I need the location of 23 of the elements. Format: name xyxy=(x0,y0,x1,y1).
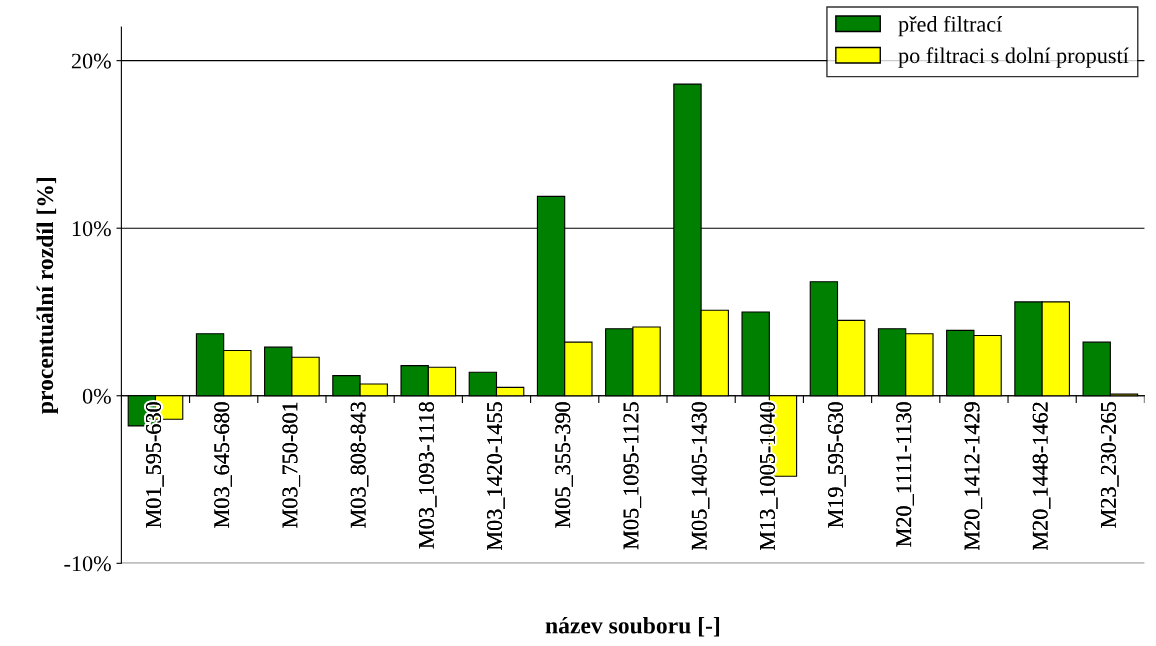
x-tick-label: M19_595-630 xyxy=(828,402,846,528)
x-tick-label: M01_595-630 xyxy=(146,402,164,528)
legend-label: před filtrací xyxy=(898,15,1003,37)
y-axis-title: procentuální rozdíl [%] xyxy=(36,178,58,414)
legend-label: po filtraci s dolní propustí xyxy=(898,47,1129,68)
x-tick-label: M13_1005-1040 xyxy=(759,402,778,551)
x-tick-label: M05_1095-1125 xyxy=(623,402,642,550)
x-axis-title: název souboru [-] xyxy=(545,616,720,637)
x-tick-label: M23_230-265 xyxy=(1100,402,1119,528)
x-tick-label: M20_1448-1462 xyxy=(1032,402,1051,551)
y-tick-label: 0% xyxy=(82,388,111,404)
x-tick-label: M03_1093-1118 xyxy=(418,402,437,549)
y-tick-label: -10% xyxy=(64,556,111,572)
x-tick-label: M20_1412-1429 xyxy=(964,402,983,551)
y-tick-label: 20% xyxy=(71,53,111,69)
x-tick-label: M20_1111-1130 xyxy=(896,402,914,547)
x-tick-label: M05_1405-1430 xyxy=(691,402,710,551)
x-tick-label: M03_750-801 xyxy=(282,402,301,528)
x-tick-label: M05_355-390 xyxy=(555,402,573,528)
x-tick-label: M03_1420-1455 xyxy=(487,402,505,551)
x-tick-label: M03_808-843 xyxy=(350,402,369,528)
y-tick-label: 10% xyxy=(72,221,111,237)
x-tick-label: M03_645-680 xyxy=(214,402,232,528)
